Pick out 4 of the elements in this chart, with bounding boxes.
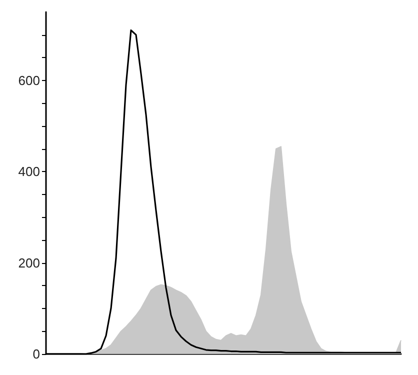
y-tick-label: 200 xyxy=(18,255,40,270)
y-tick-label: 400 xyxy=(18,164,40,180)
y-tick-label: 0 xyxy=(32,346,40,362)
y-tick-label: 600 xyxy=(18,72,40,88)
